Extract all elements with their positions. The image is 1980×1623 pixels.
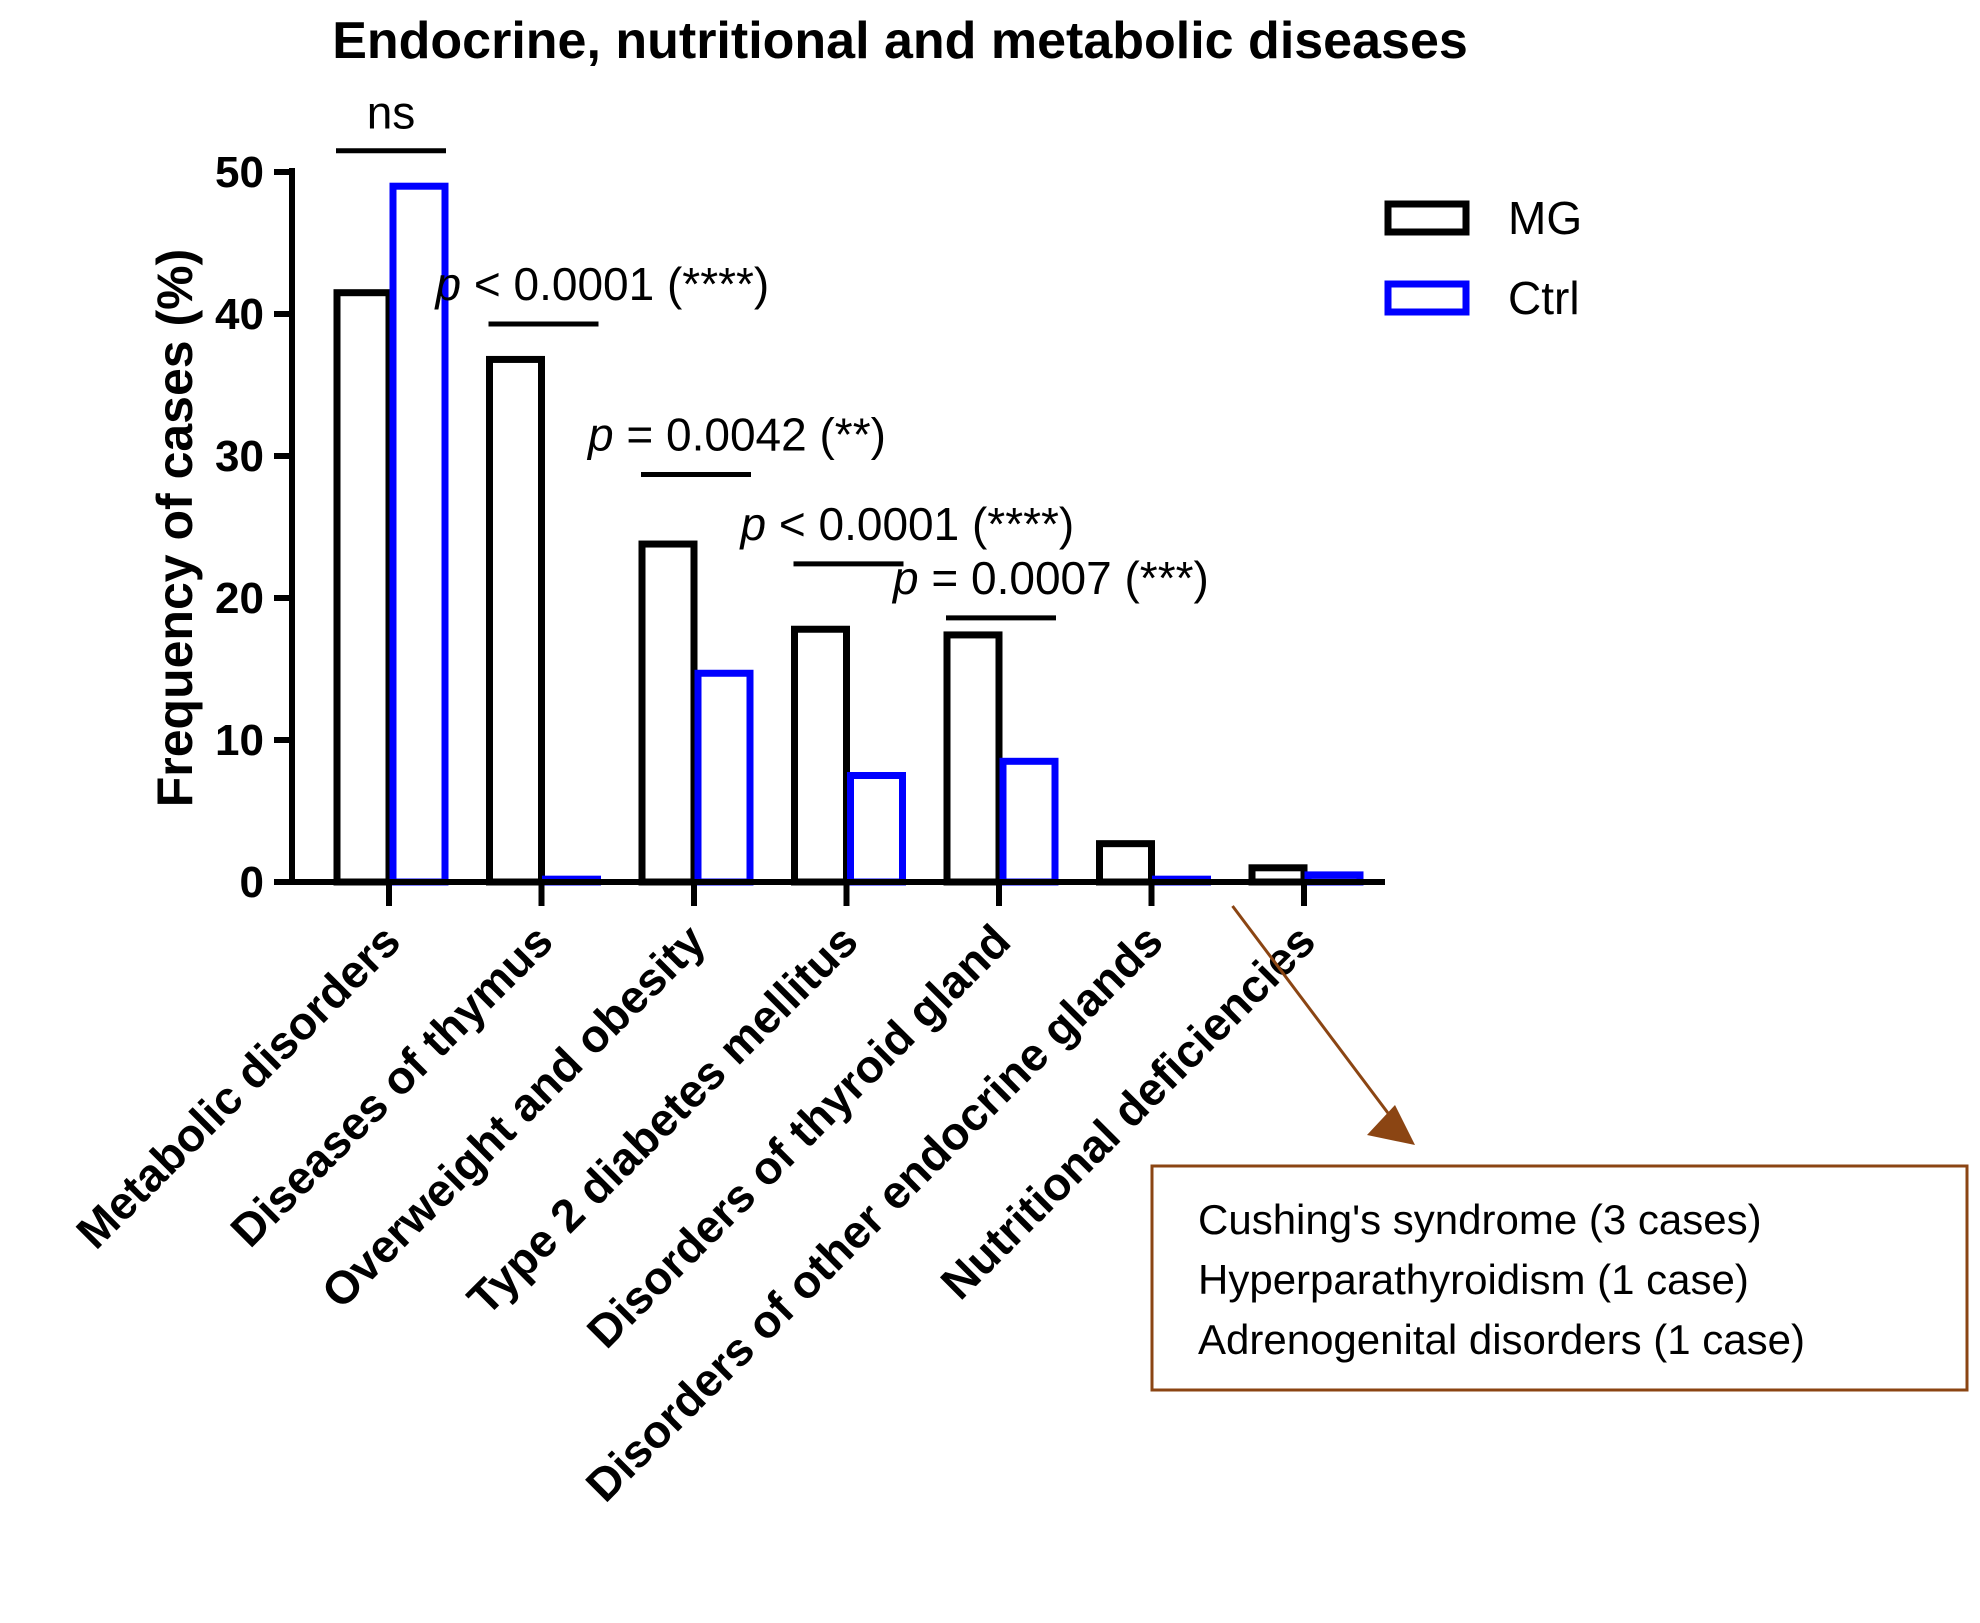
bar-mg-0 [333,289,393,886]
bar-ctrl-2 [694,669,754,886]
significance-label-2: p = 0.0042 (**) [586,408,886,460]
bar-mg-3 [791,625,850,886]
chart-title: Endocrine, nutritional and metabolic dis… [332,12,1468,70]
legend-label-mg: MG [1508,192,1582,244]
legend-label-ctrl: Ctrl [1508,272,1580,324]
significance-label-0: ns [367,87,416,139]
callout-arrow-line [1231,905,1405,1134]
significance-label-4: p = 0.0007 (***) [891,552,1209,604]
legend-swatch-mg [1384,200,1470,236]
p-symbol: p [891,552,919,604]
bar-ctrl-4 [999,757,1059,886]
bar-mg-5 [1096,840,1155,886]
p-value-text: = 0.0007 (***) [919,552,1209,604]
y-tick-label-10: 10 [215,716,264,765]
bar-mg-2 [638,540,698,886]
x-tick-label-5: Disorders of other endocrine glands [576,914,1173,1511]
callout-line-2: Adrenogenital disorders (1 case) [1198,1316,1805,1363]
y-tick-label-40: 40 [215,290,264,339]
y-axis-label: Frequency of cases (%) [147,249,203,808]
callout-line-1: Hyperparathyroidism (1 case) [1198,1256,1749,1303]
p-symbol: p [586,408,614,460]
callout-box [1150,1164,1969,1392]
bar-mg-4 [943,631,1003,886]
callout-line-0: Cushing's syndrome (3 cases) [1198,1196,1762,1243]
p-value-text: < 0.0001 (****) [766,498,1074,550]
callout-arrowhead [1367,1105,1415,1145]
legend: MG Ctrl [1384,192,1582,324]
y-tick-label-20: 20 [215,574,264,623]
callout: Cushing's syndrome (3 cases) Hyperparathy… [1150,905,1969,1392]
p-value-text: < 0.0001 (****) [461,258,769,310]
p-symbol: p [739,498,767,550]
significance-label-1: p < 0.0001 (****) [434,258,770,310]
y-tick-label-30: 30 [215,432,264,481]
y-tick-label-0: 0 [240,858,264,907]
bar-mg-1 [486,355,545,886]
bar-ctrl-3 [847,772,906,886]
p-value-text: = 0.0042 (**) [614,408,886,460]
p-symbol: p [434,258,462,310]
bars [333,182,1364,886]
legend-swatch-ctrl [1384,280,1470,316]
y-tick-label-50: 50 [215,148,264,197]
significance-label-3: p < 0.0001 (****) [739,498,1075,550]
significance-annotations: nsp < 0.0001 (****)p = 0.0042 (**)p < 0.… [336,87,1209,621]
